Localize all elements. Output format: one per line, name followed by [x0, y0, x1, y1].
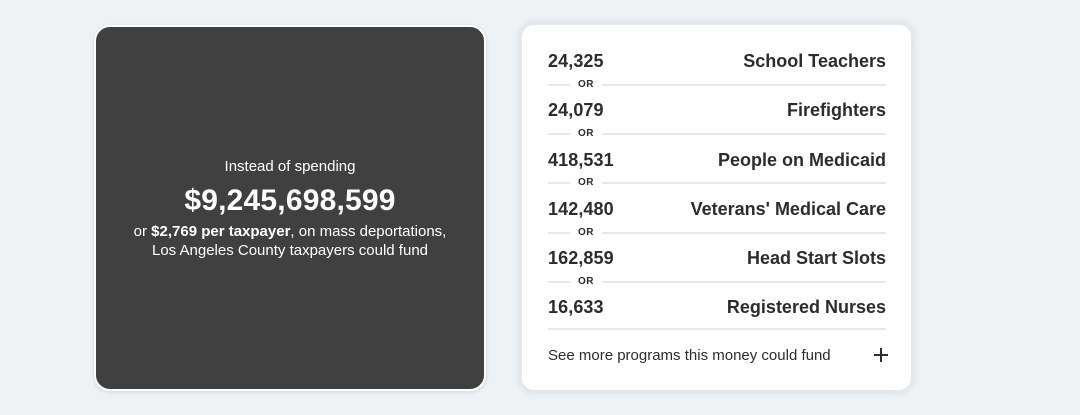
- or-separator: OR: [548, 78, 886, 92]
- or-separator: OR: [548, 275, 886, 289]
- list-item: 162,859 Head Start Slots: [548, 243, 886, 273]
- separator-line: [548, 281, 886, 283]
- or-separator: OR: [548, 127, 886, 141]
- list-item: 24,079 Firefighters: [548, 95, 886, 125]
- or-label: OR: [570, 176, 602, 190]
- separator-line: [548, 133, 886, 135]
- program-label: Firefighters: [786, 99, 886, 120]
- program-label: People on Medicaid: [717, 149, 886, 170]
- program-label: Head Start Slots: [746, 247, 886, 268]
- summary-prefix: or: [133, 223, 152, 240]
- or-separator: OR: [548, 176, 886, 190]
- programs-card: 24,325 School Teachers OR 24,079 Firefig…: [520, 23, 913, 392]
- program-count: 142,480: [548, 198, 614, 219]
- list-item: 418,531 People on Medicaid: [548, 145, 886, 175]
- program-count: 162,859: [548, 247, 614, 268]
- program-count: 24,325: [548, 50, 604, 71]
- or-label: OR: [570, 78, 602, 92]
- or-label: OR: [570, 127, 602, 141]
- separator-line: [548, 232, 886, 234]
- list-item: 24,325 School Teachers: [548, 46, 886, 76]
- list-item: 142,480 Veterans' Medical Care: [548, 194, 886, 224]
- plus-icon[interactable]: [874, 348, 888, 362]
- summary-suffix: , on mass deportations,: [290, 223, 447, 240]
- program-count: 16,633: [548, 296, 604, 317]
- program-label: Veterans' Medical Care: [690, 198, 886, 219]
- total-amount: $9,245,698,599: [184, 184, 396, 217]
- program-label: Registered Nurses: [726, 296, 886, 317]
- divider: [548, 328, 886, 330]
- summary-card: Instead of spending $9,245,698,599 or $2…: [94, 25, 486, 391]
- summary-description: or $2,769 per taxpayer, on mass deportat…: [100, 222, 480, 260]
- list-item: 16,633 Registered Nurses: [548, 292, 886, 322]
- separator-line: [548, 84, 886, 86]
- see-more-button[interactable]: See more programs this money could fund: [548, 343, 888, 367]
- or-separator: OR: [548, 226, 886, 240]
- per-taxpayer-amount: $2,769 per taxpayer: [151, 223, 291, 240]
- program-count: 418,531: [548, 149, 614, 170]
- or-label: OR: [570, 226, 602, 240]
- summary-intro: Instead of spending: [224, 158, 356, 175]
- summary-line2: Los Angeles County taxpayers could fund: [151, 242, 428, 259]
- separator-line: [548, 182, 886, 184]
- program-label: School Teachers: [743, 50, 886, 71]
- see-more-label: See more programs this money could fund: [548, 346, 831, 364]
- program-count: 24,079: [548, 99, 604, 120]
- or-label: OR: [570, 275, 602, 289]
